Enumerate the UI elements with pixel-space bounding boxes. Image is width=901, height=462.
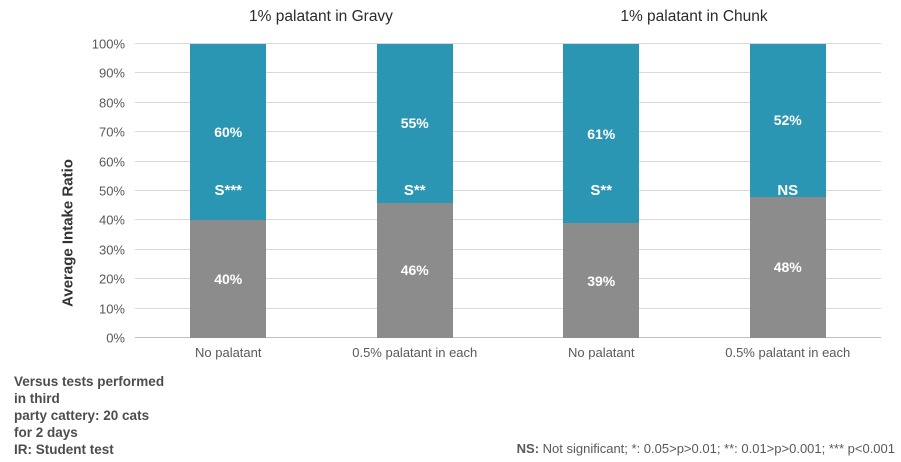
x-category-label: 0.5% palatant in each: [352, 345, 478, 360]
bar-bottom-segment: 48%: [749, 196, 826, 338]
significance-label: S**: [590, 182, 613, 200]
bar-top-segment: 55%: [376, 44, 453, 203]
group-title-chunk: 1% palatant in Chunk: [620, 8, 768, 25]
y-tick-label: 40%: [98, 212, 125, 228]
gridline: [135, 248, 881, 250]
x-axis-line: [135, 337, 881, 338]
significance-label: NS: [777, 182, 799, 200]
bar-top-value-label: 60%: [214, 124, 243, 141]
bar-bottom-value-label: 46%: [400, 262, 429, 279]
x-category-label: No palatant: [195, 345, 262, 360]
footnote-left: Versus tests performed in third party ca…: [14, 374, 165, 457]
bar-bottom-value-label: 40%: [214, 271, 243, 288]
bar-bottom-segment: 46%: [376, 202, 453, 338]
y-axis-tick-labels: 0% 10% 20% 30% 40% 50% 60% 70% 80% 90% 100%: [0, 37, 125, 346]
y-tick-label: 20%: [98, 271, 125, 287]
gridline: [135, 190, 881, 191]
footnote-right-prefix: NS:: [516, 441, 540, 456]
stacked-bar: 61% 39% S**: [563, 44, 640, 338]
y-tick-label: 0%: [106, 330, 125, 346]
bar-bottom-segment: 39%: [563, 223, 640, 338]
bar-top-value-label: 61%: [587, 125, 616, 142]
bar-bottom-value-label: 39%: [587, 272, 616, 289]
gridline: [135, 131, 881, 133]
y-tick-label: 70%: [98, 124, 125, 140]
bar-top-segment: 61%: [563, 44, 640, 224]
stacked-bar: 55% 46% S**: [376, 44, 453, 338]
stacked-bar: 60% 40% S***: [190, 44, 267, 338]
group-title-gravy: 1% palatant in Gravy: [249, 8, 393, 25]
y-tick-label: 10%: [98, 301, 125, 317]
bar-bottom-segment: 40%: [190, 220, 267, 338]
bar-top-segment: 52%: [749, 44, 826, 197]
y-tick-label: 60%: [98, 154, 125, 170]
gridline: [135, 101, 881, 103]
y-tick-label: 30%: [98, 242, 125, 258]
bar-top-value-label: 55%: [400, 115, 429, 132]
x-axis-category-labels: No palatant 0.5% palatant in each No palat…: [135, 345, 881, 365]
y-tick-label: 50%: [98, 183, 125, 199]
bar-bottom-value-label: 48%: [773, 259, 802, 276]
significance-label: S**: [403, 182, 426, 200]
gridline: [135, 72, 881, 74]
gridline: [135, 160, 881, 162]
x-category-label: No palatant: [568, 345, 635, 360]
y-tick-label: 100%: [91, 36, 125, 52]
gridline: [135, 307, 881, 309]
y-tick-label: 90%: [98, 65, 125, 81]
bar-top-segment: 60%: [190, 44, 267, 221]
gridline: [135, 219, 881, 221]
gridline: [135, 278, 881, 280]
x-category-label: 0.5% palatant in each: [725, 345, 851, 360]
bar-top-value-label: 52%: [773, 112, 802, 129]
footnote-right-text: Not significant; *: 0.05>p>0.01; **: 0.0…: [539, 441, 895, 456]
footnote-right: NS: Not significant; *: 0.05>p>0.01; **:…: [517, 441, 895, 456]
stacked-bar: 52% 48% NS: [749, 44, 826, 338]
plot-area: 60% 40% S*** 55% 46% S** 61% 39% S** 52% 48% NS: [135, 43, 881, 338]
gridline: [135, 43, 881, 44]
y-tick-label: 80%: [98, 95, 125, 111]
significance-label: S***: [214, 182, 243, 200]
